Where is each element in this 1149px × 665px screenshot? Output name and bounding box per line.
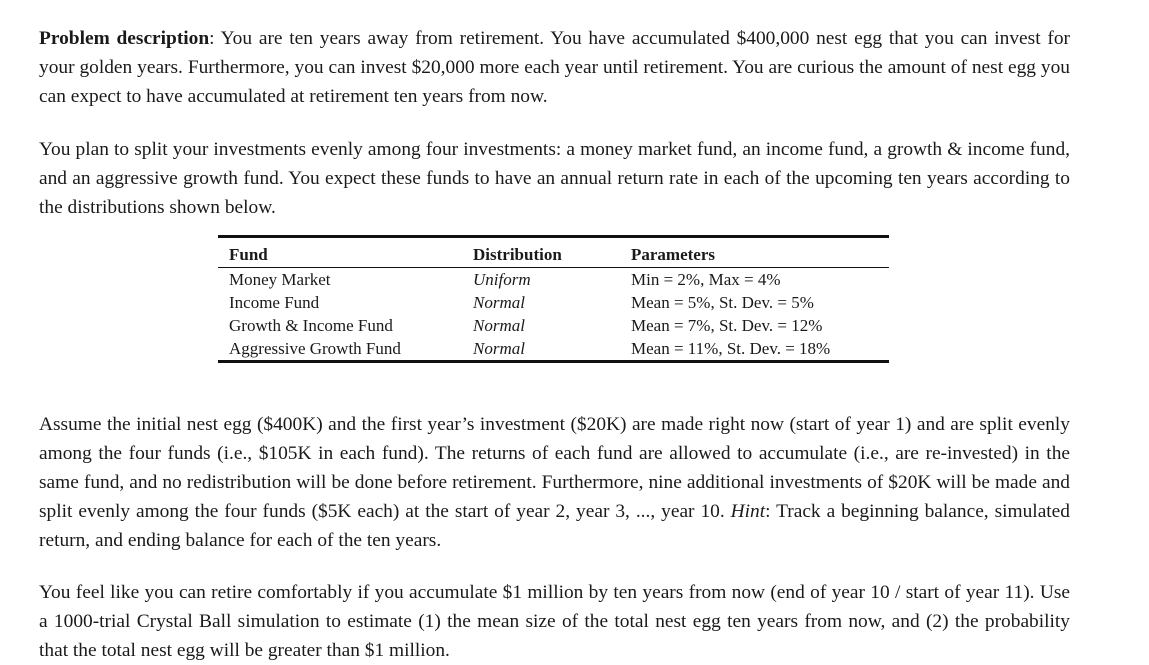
header-distribution: Distribution <box>473 244 562 264</box>
fund-name: Money Market <box>229 270 331 289</box>
header-fund: Fund <box>229 244 268 264</box>
fund-name: Growth & Income Fund <box>229 316 393 335</box>
investment-plan-paragraph: You plan to split your investments evenl… <box>39 139 1070 219</box>
hint-label: Hint <box>730 501 766 523</box>
retirement-goal-paragraph: You feel like you can retire comfortably… <box>39 582 1070 662</box>
problem-description-label: Problem description <box>39 28 210 50</box>
fund-name: Aggressive Growth Fund <box>229 339 401 358</box>
table-header-row: Fund Distribution Parameters <box>218 236 889 268</box>
table-row: Money Market Uniform Min = 2%, Max = 4% <box>218 268 889 292</box>
problem-description-text: You are ten years away from retirement. … <box>39 28 1070 108</box>
fund-parameters: Mean = 7%, St. Dev. = 12% <box>631 316 823 335</box>
problem-description-paragraph: Problem description: You are ten years a… <box>39 24 1070 111</box>
assumptions-paragraph: Assume the initial nest egg ($400K) and … <box>39 410 1070 555</box>
assumptions-text: Assume the initial nest egg ($400K) and … <box>39 414 1070 523</box>
fund-distribution: Uniform <box>473 270 531 289</box>
fund-distribution: Normal <box>473 293 525 312</box>
header-parameters: Parameters <box>631 244 716 264</box>
table-row: Aggressive Growth Fund Normal Mean = 11%… <box>218 337 889 362</box>
fund-parameters: Mean = 5%, St. Dev. = 5% <box>631 293 814 312</box>
table-row: Income Fund Normal Mean = 5%, St. Dev. =… <box>218 291 889 314</box>
fund-parameters: Min = 2%, Max = 4% <box>631 270 781 289</box>
problem-description-colon: : <box>209 28 215 50</box>
fund-name: Income Fund <box>229 293 320 312</box>
fund-distribution: Normal <box>473 339 525 358</box>
fund-distribution-table: Fund Distribution Parameters Money Marke… <box>218 235 889 363</box>
fund-distribution: Normal <box>473 316 525 335</box>
hint-text: : Track a beginning balance, simulated r… <box>39 501 1070 552</box>
fund-parameters: Mean = 11%, St. Dev. = 18% <box>631 339 831 358</box>
table-row: Growth & Income Fund Normal Mean = 7%, S… <box>218 314 889 337</box>
